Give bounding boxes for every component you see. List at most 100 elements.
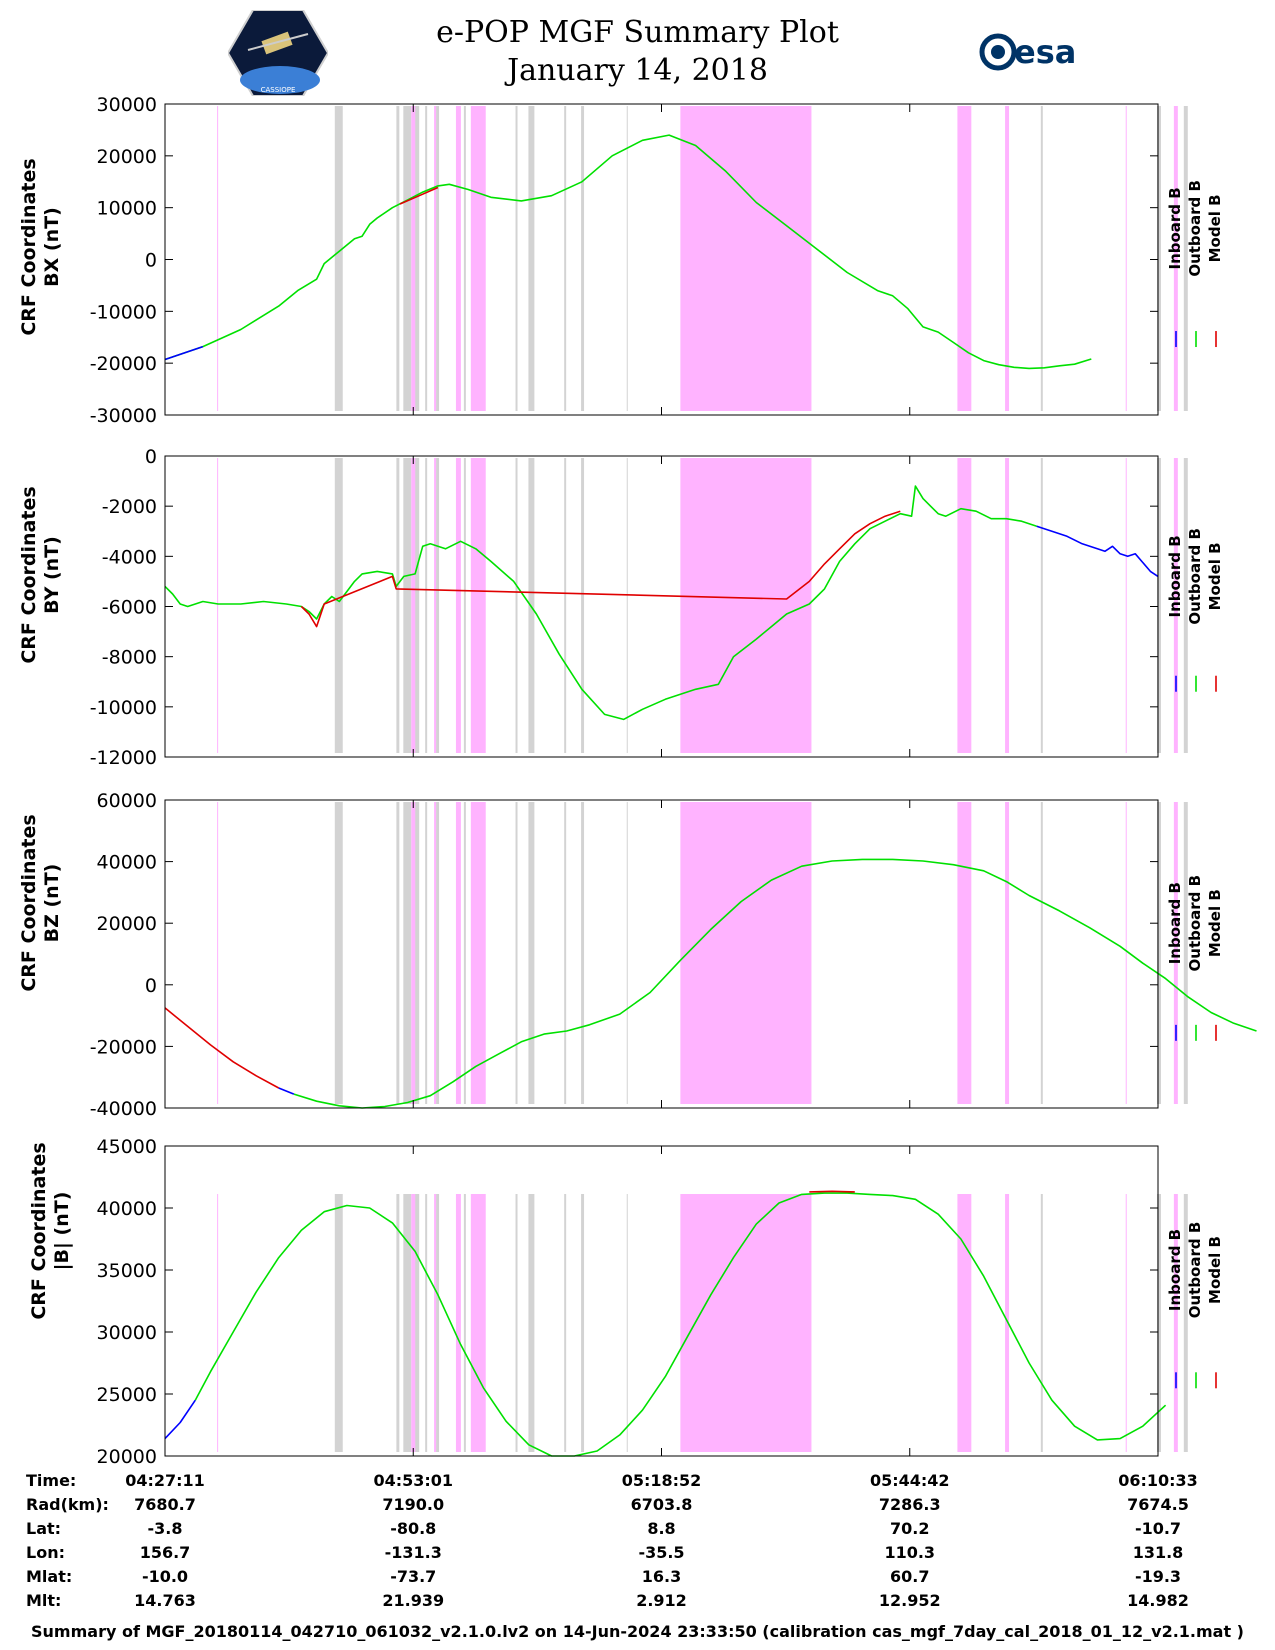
shade-gray-band (463, 458, 466, 753)
ytick-label: 0 (145, 975, 157, 997)
shade-pink-band (470, 1194, 486, 1452)
shade-gray-band (414, 106, 420, 411)
shade-pink-band (1173, 106, 1178, 411)
shade-gray-band (425, 106, 428, 411)
ytick-label: 20000 (97, 146, 157, 168)
shade-gray-band (334, 802, 343, 1104)
legend-label-outboard: Outboard B (1186, 180, 1204, 277)
shade-gray-band (564, 802, 567, 1104)
shade-gray-band (334, 1194, 343, 1452)
shade-gray-band (1183, 1194, 1188, 1452)
shade-gray-band (403, 106, 412, 411)
ytick-label: -2000 (102, 496, 157, 518)
info-cell: 04:53:01 (373, 1471, 453, 1490)
shade-gray-band (1157, 802, 1161, 1104)
plot-title: e-POP MGF Summary Plot (436, 15, 839, 50)
shade-pink-band (434, 802, 437, 1104)
info-cell: 12.952 (879, 1591, 941, 1610)
shade-pink-band (455, 106, 461, 411)
info-row-label: Time: (26, 1471, 76, 1490)
legend-label-model: Model B (1206, 1236, 1224, 1304)
shade-pink-band (434, 458, 437, 753)
shade-pink-band (1005, 1194, 1010, 1452)
shade-pink-band (1173, 802, 1178, 1104)
shade-pink-band (470, 458, 486, 753)
series-outboard-btot (194, 1192, 1167, 1457)
shade-gray-band (403, 458, 412, 753)
shade-gray-band (425, 458, 428, 753)
ytick-label: -12000 (90, 747, 157, 769)
ytick-label: -6000 (102, 597, 157, 619)
ytick-label: 60000 (97, 790, 157, 812)
info-cell: -131.3 (385, 1543, 442, 1562)
info-cell: -19.3 (1135, 1567, 1181, 1586)
shade-pink-band (680, 802, 812, 1104)
ytick-label: 20000 (97, 1446, 157, 1468)
info-cell: 04:27:11 (125, 1471, 205, 1490)
info-cell: 60.7 (890, 1567, 929, 1586)
shade-pink-band (957, 802, 972, 1104)
series-inboard-btot (164, 1399, 196, 1440)
info-cell: 21.939 (382, 1591, 444, 1610)
shade-gray-band (581, 106, 585, 411)
info-cell: 70.2 (890, 1519, 929, 1538)
ytick-label: -4000 (102, 546, 157, 568)
ytick-label: -20000 (90, 353, 157, 375)
shade-pink-band (1005, 106, 1010, 411)
ytick-label: 30000 (97, 94, 157, 116)
shade-gray-band (1157, 106, 1161, 411)
shade-gray-band (463, 1194, 466, 1452)
ytick-label: 30000 (97, 1322, 157, 1344)
shade-pink-band (680, 106, 812, 411)
legend-label-inboard: Inboard B (1166, 187, 1184, 269)
legend-label-model: Model B (1206, 194, 1224, 262)
cassiope-logo-text: CASSIOPE (261, 86, 296, 94)
shade-gray-band (564, 458, 567, 753)
ytick-label: 35000 (97, 1260, 157, 1282)
ytick-label: 45000 (97, 1136, 157, 1158)
series-inboard-bx (164, 345, 204, 361)
shade-gray-band (436, 458, 440, 753)
legend-label-model: Model B (1206, 542, 1224, 610)
shade-gray-band (436, 106, 440, 411)
shade-pink-band (470, 106, 486, 411)
shade-gray-band (1183, 458, 1188, 753)
shade-gray-band (1157, 1194, 1161, 1452)
info-cell: 110.3 (884, 1543, 935, 1562)
info-cell: -35.5 (638, 1543, 684, 1562)
series-outboard-bz (293, 858, 1257, 1109)
legend-label-inboard: Inboard B (1166, 535, 1184, 617)
shade-gray-band (396, 106, 400, 411)
ytick-label: 40000 (97, 852, 157, 874)
shade-pink-band (455, 802, 461, 1104)
shade-pink-band (957, 1194, 972, 1452)
shade-pink-band (455, 458, 461, 753)
shade-gray-band (334, 458, 343, 753)
info-row-label: Rad(km): (26, 1495, 109, 1514)
shade-pink-band (1005, 802, 1010, 1104)
info-cell: 7680.7 (134, 1495, 196, 1514)
shade-gray-band (414, 1194, 420, 1452)
shade-gray-band (403, 802, 412, 1104)
series-inboard-bz (278, 1087, 295, 1095)
shade-gray-band (414, 802, 420, 1104)
ytick-label: 10000 (97, 198, 157, 220)
ytick-label: -10000 (90, 301, 157, 323)
shade-gray-band (564, 1194, 567, 1452)
shade-gray-band (581, 802, 585, 1104)
ytick-label: -20000 (90, 1036, 157, 1058)
legend-label-model: Model B (1206, 889, 1224, 957)
shade-gray-band (1157, 458, 1161, 753)
info-cell: -73.7 (390, 1567, 436, 1586)
info-cell: 14.763 (134, 1591, 196, 1610)
info-cell: 6703.8 (631, 1495, 693, 1514)
shade-gray-band (581, 458, 585, 753)
shade-gray-band (425, 1194, 428, 1452)
shade-gray-band (414, 458, 420, 753)
info-cell: -3.8 (148, 1519, 183, 1538)
shade-pink-band (411, 1194, 416, 1452)
shade-pink-band (411, 458, 416, 753)
shade-pink-band (411, 106, 416, 411)
ytick-label: 0 (145, 250, 157, 272)
